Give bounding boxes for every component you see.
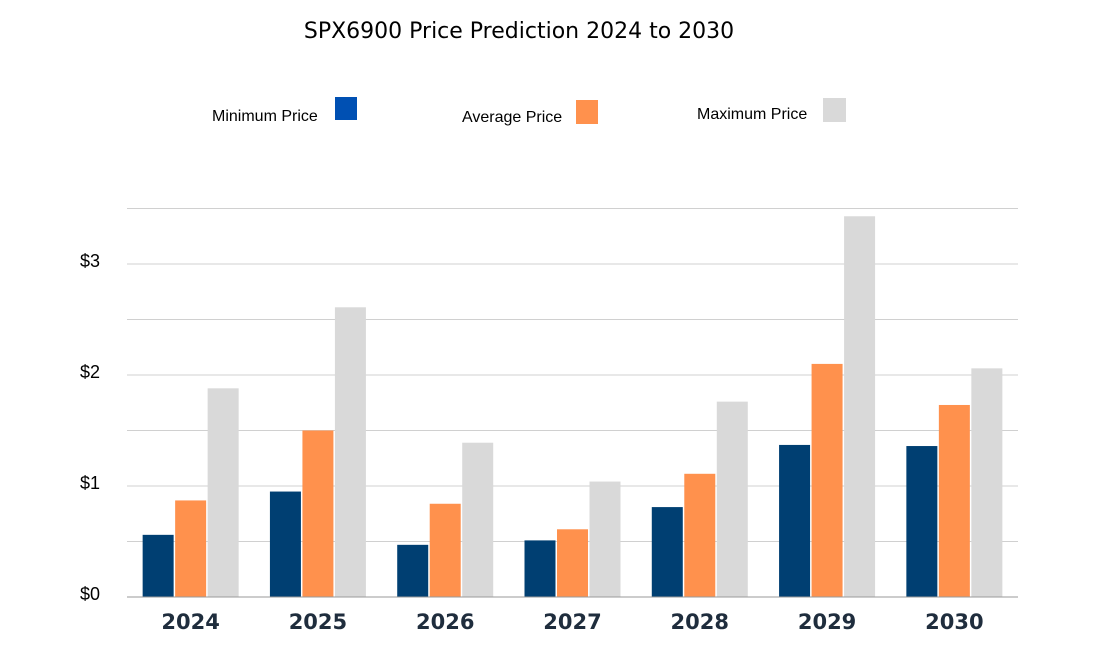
bar-average-2027 <box>557 529 588 597</box>
legend-item-average: Average Price <box>462 100 598 126</box>
bar-maximum-2029 <box>844 216 876 597</box>
bar-maximum-2030 <box>971 368 1003 597</box>
x-tick-label: 2027 <box>543 610 601 634</box>
bar-average-2024 <box>175 500 207 597</box>
bar-minimum-2029 <box>779 444 811 597</box>
legend-label-minimum: Minimum Price <box>212 108 318 125</box>
bar-maximum-2027 <box>589 481 621 597</box>
x-tick-label: 2028 <box>671 610 729 634</box>
x-tick-label: 2029 <box>798 610 856 634</box>
bar-minimum-2024 <box>142 534 174 597</box>
x-tick-label: 2030 <box>925 610 983 634</box>
bar-maximum-2028 <box>716 401 748 597</box>
legend-item-maximum: Maximum Price <box>697 98 846 123</box>
y-axis-ticks: $0 $1 $2 $3 <box>80 251 100 604</box>
y-tick-label: $3 <box>80 251 100 271</box>
bar-average-2025 <box>302 430 334 597</box>
x-tick-label: 2024 <box>161 610 219 634</box>
x-tick-label: 2026 <box>416 610 474 634</box>
legend-label-average: Average Price <box>462 109 562 126</box>
bar-maximum-2024 <box>207 388 239 597</box>
bar-average-2029 <box>811 363 843 597</box>
bar-average-2030 <box>938 404 970 597</box>
y-tick-label: $0 <box>80 584 100 604</box>
legend-swatch-maximum <box>823 98 846 122</box>
bar-minimum-2026 <box>397 544 429 597</box>
bars <box>142 216 1003 597</box>
legend: Minimum Price Average Price Maximum Pric… <box>212 97 846 126</box>
chart-title: SPX6900 Price Prediction 2024 to 2030 <box>304 19 734 44</box>
bar-minimum-2027 <box>524 540 556 597</box>
gridlines <box>127 208 1018 542</box>
x-tick-label: 2025 <box>289 610 347 634</box>
bar-minimum-2025 <box>269 491 301 597</box>
bar-average-2026 <box>429 503 461 597</box>
y-tick-label: $1 <box>80 473 100 493</box>
legend-swatch-average <box>576 100 598 124</box>
bar-average-2028 <box>684 473 716 597</box>
bar-minimum-2030 <box>906 446 938 597</box>
x-axis-ticks: 2024 2025 2026 2027 2028 2029 2030 <box>161 610 983 634</box>
y-tick-label: $2 <box>80 362 100 382</box>
legend-item-minimum: Minimum Price <box>212 97 357 125</box>
bar-maximum-2025 <box>334 307 366 597</box>
bar-maximum-2026 <box>462 442 494 597</box>
legend-swatch-minimum <box>335 97 357 120</box>
bar-minimum-2028 <box>651 507 683 597</box>
legend-label-maximum: Maximum Price <box>697 106 807 123</box>
